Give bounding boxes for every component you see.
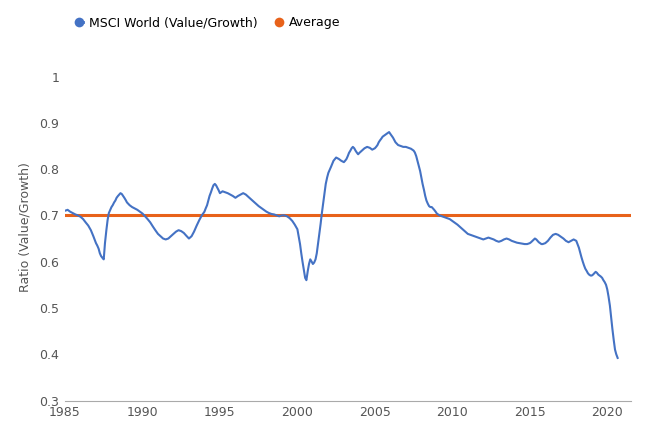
Y-axis label: Ratio (Value/Growth): Ratio (Value/Growth) (18, 162, 31, 292)
Legend: MSCI World (Value/Growth), Average: MSCI World (Value/Growth), Average (72, 11, 345, 34)
